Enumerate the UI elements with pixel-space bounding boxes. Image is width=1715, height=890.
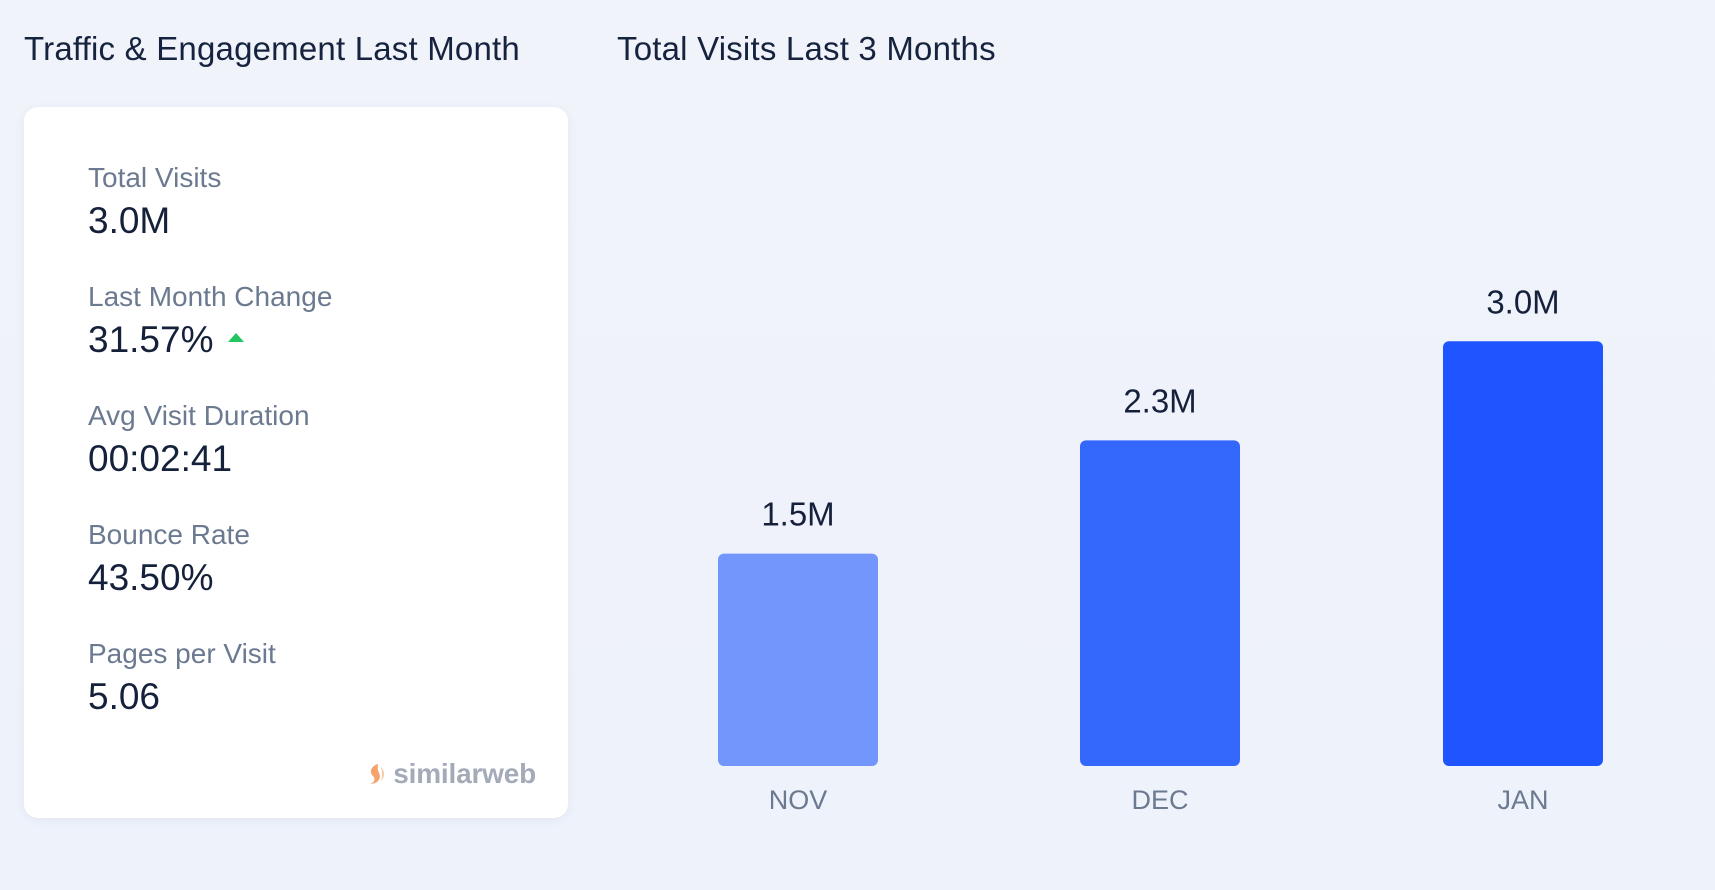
metric-avg-visit-duration: Avg Visit Duration 00:02:41 (88, 400, 310, 480)
similarweb-logo-icon (370, 764, 385, 784)
total-visits-chart-title: Total Visits Last 3 Months (617, 30, 996, 67)
x-tick-label-nov: NOV (769, 785, 828, 815)
bar-dec[interactable] (1080, 440, 1240, 766)
metric-value-text: 00:02:41 (88, 438, 233, 479)
metric-value-text: 43.50% (88, 557, 214, 598)
metric-last-month-change: Last Month Change 31.57% (88, 281, 332, 361)
metric-value-text: 5.06 (88, 676, 161, 717)
metric-label: Bounce Rate (88, 519, 250, 550)
total-visits-bar-chart: 1.5M NOV 2.3M DEC 3.0M JAN (718, 283, 1603, 815)
metric-value-text: 3.0M (88, 200, 171, 241)
metric-value: 43.50% (88, 557, 250, 599)
data-label-dec: 2.3M (1123, 382, 1196, 419)
x-tick-label-jan: JAN (1497, 785, 1548, 815)
metric-value: 3.0M (88, 200, 221, 242)
traffic-engagement-title: Traffic & Engagement Last Month (24, 30, 520, 67)
metric-total-visits: Total Visits 3.0M (88, 162, 221, 242)
data-label-nov: 1.5M (761, 496, 834, 533)
metric-pages-per-visit: Pages per Visit 5.06 (88, 638, 276, 718)
metric-value: 31.57% (88, 319, 332, 361)
x-tick-label-dec: DEC (1131, 785, 1188, 815)
metric-label: Pages per Visit (88, 638, 276, 669)
bar-nov[interactable] (718, 553, 878, 766)
metric-label: Last Month Change (88, 281, 333, 312)
similarweb-logo: similarweb (365, 758, 536, 790)
traffic-engagement-card: Total Visits 3.0M Last Month Change 31.5… (24, 107, 568, 818)
bar-jan[interactable] (1443, 341, 1603, 766)
data-label-jan: 3.0M (1486, 283, 1559, 320)
metric-value: 00:02:41 (88, 438, 310, 480)
metric-value: 5.06 (88, 676, 276, 718)
brand-text: similarweb (393, 758, 536, 789)
metric-label: Total Visits (88, 162, 222, 193)
metric-label: Avg Visit Duration (88, 400, 310, 431)
trend-up-icon (227, 332, 244, 342)
metric-bounce-rate: Bounce Rate 43.50% (88, 519, 250, 599)
metric-value-text: 31.57% (88, 319, 214, 360)
